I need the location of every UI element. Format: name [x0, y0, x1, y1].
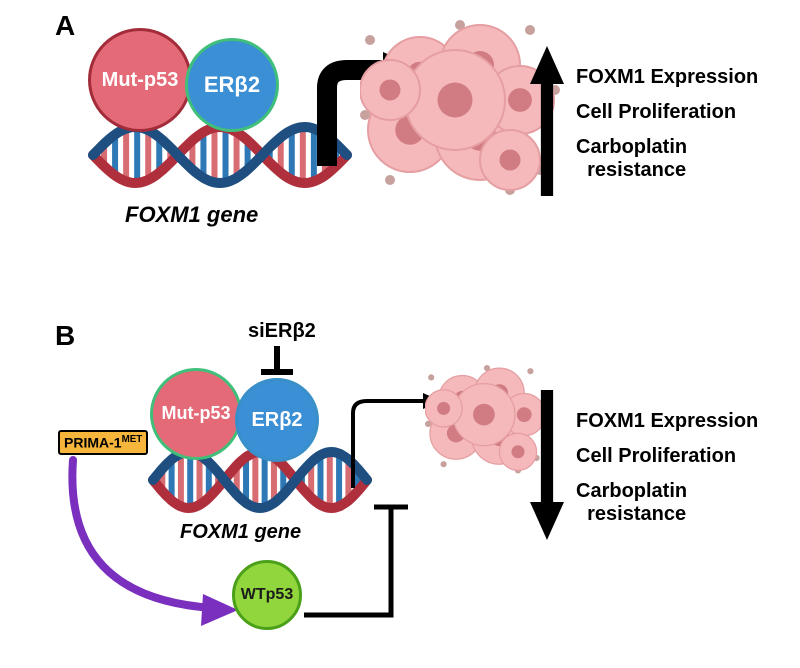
outcomes-a: FOXM1 Expression Cell Proliferation Carb… — [530, 46, 758, 201]
outcome-a-1: Cell Proliferation — [576, 101, 758, 124]
erb2-bubble-a: ERβ2 — [185, 38, 279, 132]
panel-a-label: A — [55, 10, 75, 42]
outcome-a-0: FOXM1 Expression — [576, 66, 758, 89]
prima-arrow-icon — [53, 448, 303, 668]
gene-label-a: FOXM1 gene — [125, 202, 258, 228]
panel-b-label: B — [55, 320, 75, 352]
mut-p53-bubble-b: Mut-p53 — [150, 368, 242, 460]
outcome-b-1: Cell Proliferation — [576, 445, 758, 468]
si-erb2-label: siERβ2 — [248, 320, 316, 343]
outcome-b-0: FOXM1 Expression — [576, 410, 758, 433]
stage: A FOXM1 gene Mut-p53 ERβ2 FOXM1 Expressi… — [0, 0, 800, 662]
mut-p53-bubble-a: Mut-p53 — [88, 28, 192, 132]
outcome-a-2: Carboplatin resistance — [576, 136, 758, 182]
outcomes-b: FOXM1 Expression Cell Proliferation Carb… — [530, 390, 758, 545]
wtp53-bubble: WTp53 — [232, 560, 302, 630]
repression-bar-icon — [296, 495, 476, 635]
outcome-b-2: Carboplatin resistance — [576, 480, 758, 526]
